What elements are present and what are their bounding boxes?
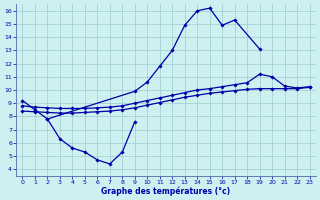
X-axis label: Graphe des températures (°c): Graphe des températures (°c) [101, 186, 231, 196]
